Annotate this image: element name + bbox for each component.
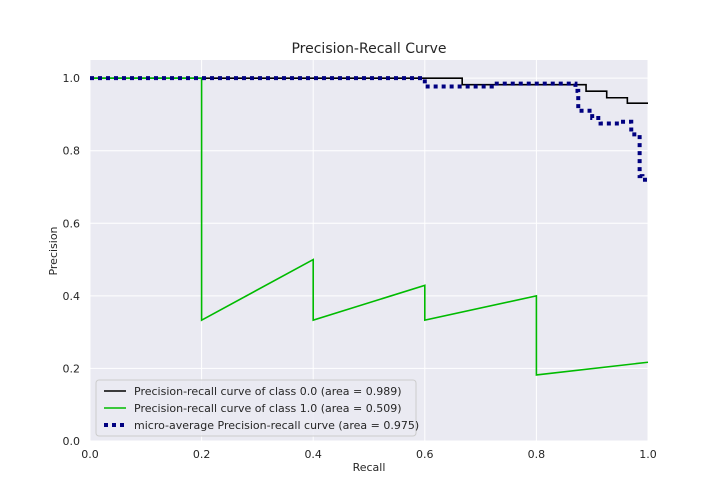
y-tick-label: 0.6 <box>63 217 81 230</box>
y-tick-label: 0.8 <box>63 145 81 158</box>
x-tick-label: 0.0 <box>81 448 99 461</box>
y-tick-label: 0.4 <box>63 290 81 303</box>
series-layer <box>90 76 649 376</box>
y-tick-label: 0.2 <box>63 362 81 375</box>
y-tick-label: 0.0 <box>63 435 81 448</box>
y-tick-label: 1.0 <box>63 72 81 85</box>
plot-area <box>90 60 648 441</box>
y-axis-label: Precision <box>47 226 60 275</box>
x-tick-label: 0.6 <box>416 448 434 461</box>
x-tick-label: 0.4 <box>304 448 322 461</box>
chart-title: Precision-Recall Curve <box>291 41 446 57</box>
tick-labels: 0.0 0.2 0.4 0.6 0.8 1.0 0.0 0.2 0.4 0.6 0.8 1.0 <box>63 72 657 461</box>
series-line-2 <box>90 76 648 182</box>
x-axis-label: Recall <box>353 461 386 474</box>
legend-entry-2: micro-average Precision-recall curve (ar… <box>134 419 419 432</box>
x-tick-label: 1.0 <box>639 448 657 461</box>
legend-box <box>95 379 417 437</box>
series-line-0 <box>90 77 648 104</box>
x-tick-label: 0.2 <box>193 448 211 461</box>
x-tick-label: 0.8 <box>528 448 546 461</box>
legend-entry-1: Precision-recall curve of class 1.0 (are… <box>134 402 402 415</box>
series-line-1 <box>90 77 649 376</box>
legend-entry-0: Precision-recall curve of class 0.0 (are… <box>134 385 402 398</box>
legend: Precision-recall curve of class 0.0 (are… <box>95 379 419 437</box>
